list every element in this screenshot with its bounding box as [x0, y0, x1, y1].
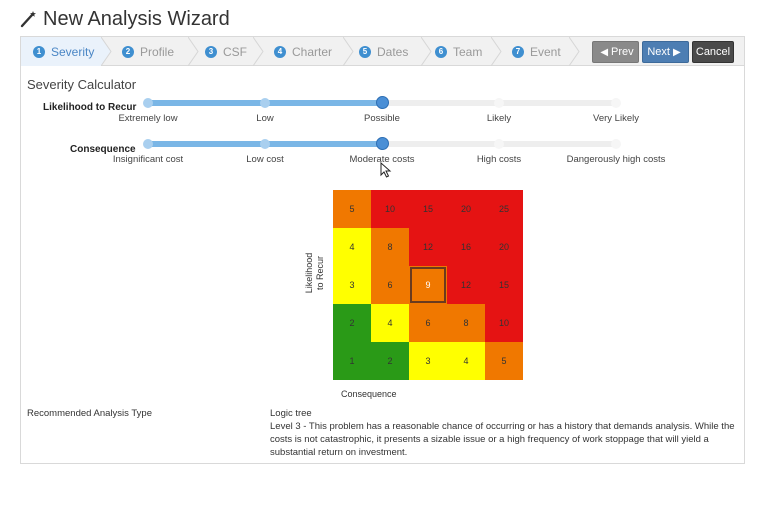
step-separator: [491, 37, 502, 66]
consequence-slider-step[interactable]: [494, 139, 504, 149]
step-charter[interactable]: 4 Charter: [274, 37, 332, 66]
matrix-cell: 3: [409, 342, 447, 380]
step-number-badge: 6: [435, 45, 447, 58]
matrix-cell: 12: [409, 228, 447, 266]
step-separator: [569, 37, 580, 66]
step-separator: [188, 37, 199, 66]
wizard-stepbar: 1 Severity 2 Profile 3 CSF 4 Charter 5 D…: [21, 37, 744, 66]
prev-button-label: Prev: [611, 46, 634, 58]
matrix-cell: 12: [447, 266, 485, 304]
prev-button[interactable]: ◀ Prev: [592, 41, 639, 63]
step-label: Dates: [377, 44, 409, 59]
matrix-cell: 15: [485, 266, 523, 304]
severity-matrix: 5 10 15 20 25 4 8 12 16 20 3 6 9 12 15 2 4 6 8 10 1 2 3 4 5: [333, 190, 523, 380]
step-label: Severity: [51, 44, 95, 59]
magic-wand-icon: [20, 11, 36, 28]
likelihood-slider-step[interactable]: [611, 98, 621, 108]
step-csf[interactable]: 3 CSF: [205, 37, 247, 66]
likelihood-label: Likelihood to Recur: [43, 102, 137, 113]
mouse-pointer-icon: [380, 162, 392, 178]
likelihood-option-label[interactable]: Low: [256, 113, 274, 124]
consequence-slider-handle[interactable]: [376, 137, 389, 150]
matrix-y-axis-label-line1: Likelihood: [304, 252, 314, 294]
matrix-y-axis-label: Likelihood to Recur: [304, 248, 326, 298]
next-button[interactable]: Next ▶: [642, 41, 689, 63]
step-separator: [421, 37, 432, 66]
recommended-analysis-type: Logic tree: [270, 408, 312, 419]
step-number-badge: 1: [33, 45, 45, 58]
consequence-slider-step[interactable]: [143, 139, 153, 149]
step-number-badge: 4: [274, 45, 286, 58]
consequence-slider-step[interactable]: [260, 139, 270, 149]
page-title-text: New Analysis Wizard: [43, 7, 230, 30]
step-number-badge: 3: [205, 45, 217, 58]
matrix-cell: 20: [485, 228, 523, 266]
matrix-cell: 3: [333, 266, 371, 304]
severity-calculator-title: Severity Calculator: [27, 77, 137, 92]
consequence-slider-step[interactable]: [611, 139, 621, 149]
consequence-option-label[interactable]: Moderate costs: [349, 154, 415, 165]
matrix-cell: 4: [333, 228, 371, 266]
matrix-cell: 2: [371, 342, 409, 380]
matrix-cell: 5: [333, 190, 371, 228]
matrix-cell: 1: [333, 342, 371, 380]
matrix-cell: 10: [371, 190, 409, 228]
matrix-cell: 6: [409, 304, 447, 342]
matrix-cell: 4: [371, 304, 409, 342]
recommended-analysis-label: Recommended Analysis Type: [27, 408, 152, 419]
likelihood-slider-handle[interactable]: [376, 96, 389, 109]
matrix-cell: 9: [409, 266, 447, 304]
likelihood-slider-step[interactable]: [494, 98, 504, 108]
arrow-right-icon: ▶: [672, 46, 681, 58]
consequence-option-label[interactable]: Low cost: [246, 154, 284, 165]
matrix-cell: 25: [485, 190, 523, 228]
likelihood-slider-step[interactable]: [143, 98, 153, 108]
step-label: Event: [530, 44, 561, 59]
matrix-x-axis-label: Consequence: [341, 389, 397, 399]
consequence-option-label[interactable]: Dangerously high costs: [566, 154, 666, 165]
cancel-button-label: Cancel: [695, 46, 731, 58]
matrix-cell: 15: [409, 190, 447, 228]
likelihood-option-label[interactable]: Extremely low: [118, 113, 178, 124]
recommended-analysis-description: Level 3 - This problem has a reasonable …: [270, 421, 735, 458]
consequence-option-label[interactable]: High costs: [476, 154, 522, 165]
matrix-cell: 8: [371, 228, 409, 266]
next-button-label: Next: [647, 46, 670, 58]
step-team[interactable]: 6 Team: [435, 37, 482, 66]
matrix-cell: 8: [447, 304, 485, 342]
consequence-label: Consequence: [70, 144, 136, 155]
page-title: New Analysis Wizard: [19, 6, 230, 32]
step-label: CSF: [223, 44, 247, 59]
step-label: Team: [453, 44, 483, 59]
step-separator: [343, 37, 354, 66]
consequence-option-label[interactable]: Insignificant cost: [112, 154, 184, 165]
step-number-badge: 5: [359, 45, 371, 58]
step-severity[interactable]: 1 Severity: [21, 37, 101, 66]
step-profile[interactable]: 2 Profile: [122, 37, 174, 66]
matrix-cell: 20: [447, 190, 485, 228]
likelihood-option-label[interactable]: Very Likely: [593, 113, 639, 124]
likelihood-option-label[interactable]: Possible: [364, 113, 400, 124]
step-number-badge: 2: [122, 45, 134, 58]
step-separator: [101, 37, 112, 66]
matrix-cell: 16: [447, 228, 485, 266]
step-label: Charter: [292, 44, 333, 59]
step-event[interactable]: 7 Event: [512, 37, 561, 66]
step-separator: [253, 37, 264, 66]
matrix-cell: 2: [333, 304, 371, 342]
cancel-button[interactable]: Cancel: [692, 41, 734, 63]
step-number-badge: 7: [512, 45, 524, 58]
matrix-cell: 4: [447, 342, 485, 380]
matrix-cell: 5: [485, 342, 523, 380]
matrix-y-axis-label-line2: to Recur: [315, 256, 325, 291]
matrix-cell: 10: [485, 304, 523, 342]
arrow-left-icon: ◀: [600, 46, 609, 58]
likelihood-option-label[interactable]: Likely: [486, 113, 512, 124]
matrix-cell: 6: [371, 266, 409, 304]
likelihood-slider-step[interactable]: [260, 98, 270, 108]
step-dates[interactable]: 5 Dates: [359, 37, 408, 66]
step-label: Profile: [140, 44, 175, 59]
